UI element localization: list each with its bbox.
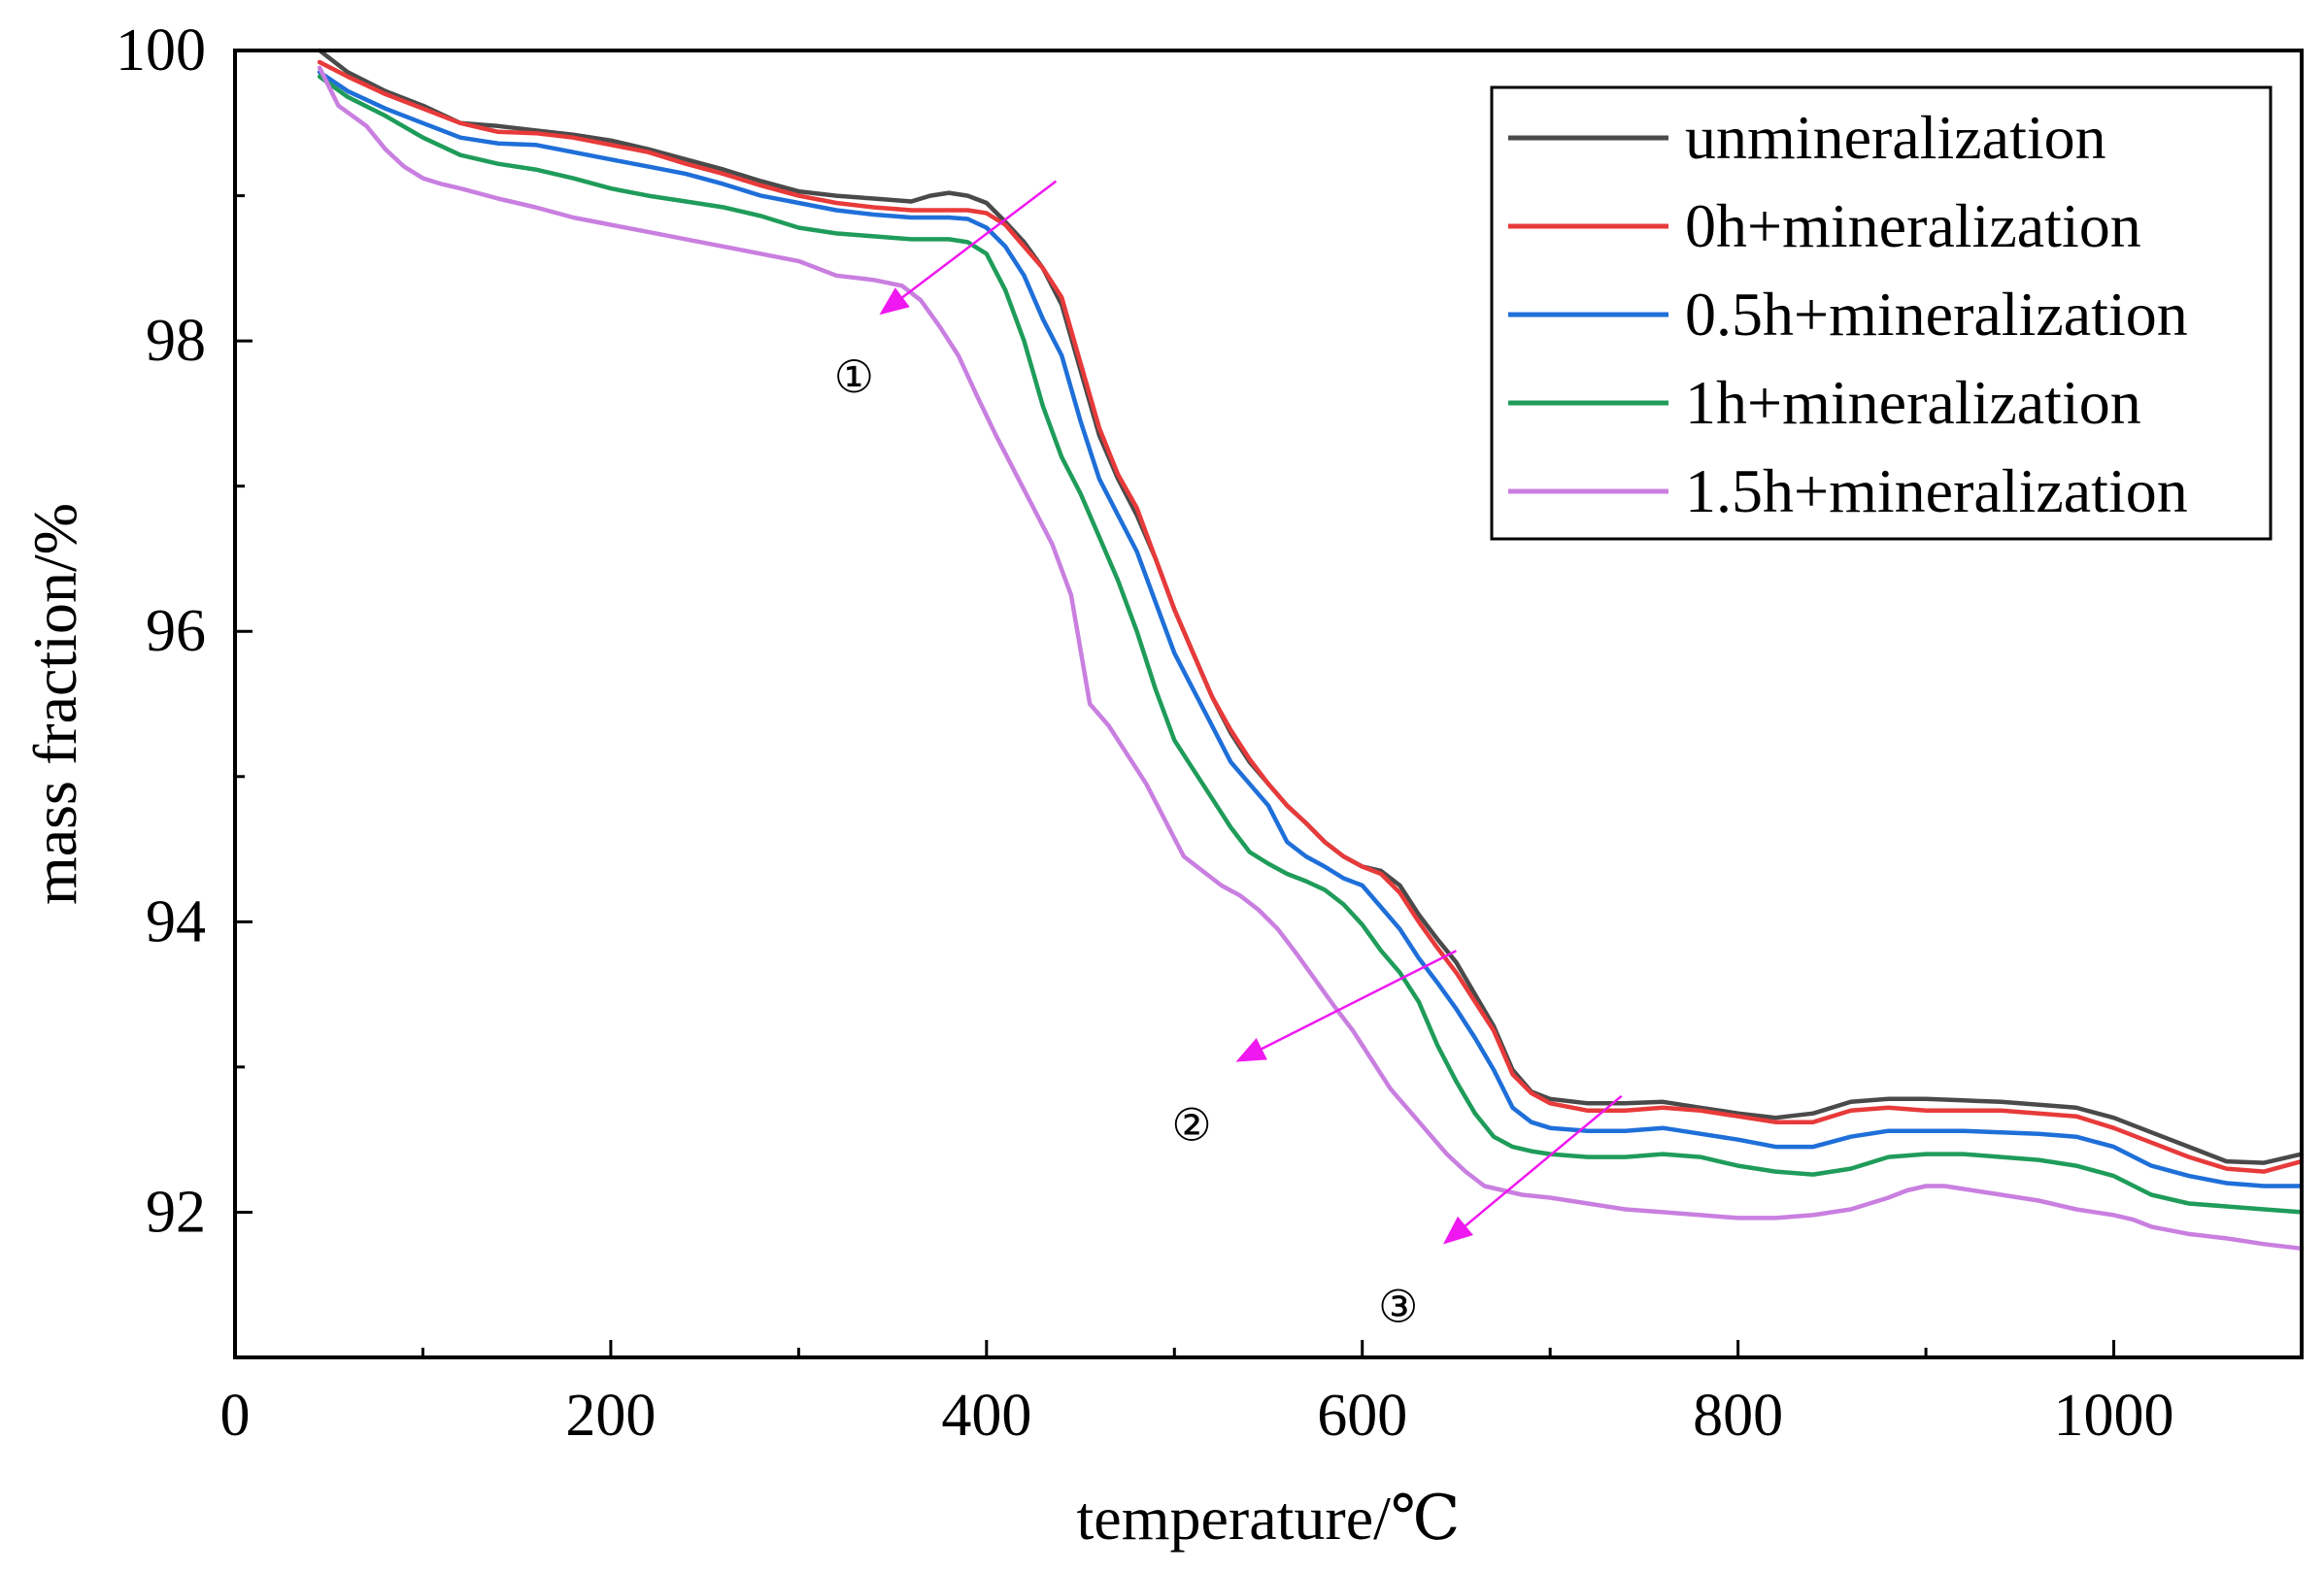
legend-label: 0.5h+mineralization: [1685, 280, 2188, 349]
x-tick-label: 400: [941, 1383, 1031, 1449]
series-line-2: [317, 70, 2305, 1188]
y-tick-label: 94: [146, 888, 206, 954]
y-axis-title: mass fraction/%: [20, 503, 89, 905]
x-tick-label: 200: [565, 1383, 656, 1449]
y-tick-label: 98: [146, 308, 206, 374]
series-line-1: [317, 59, 2305, 1174]
y-tick-label: 100: [116, 17, 206, 84]
annotation-layer: ① ② ③: [834, 180, 1623, 1331]
ticks-layer: 0 200 400 600 800 1000 92 94 96 98 100: [116, 17, 2174, 1449]
x-tick-label: 600: [1317, 1383, 1407, 1449]
annotation-marker: ②: [1171, 1100, 1211, 1150]
legend-label: 1.5h+mineralization: [1685, 456, 2188, 525]
x-tick-label: 800: [1693, 1383, 1783, 1449]
legend-label: 0h+mineralization: [1685, 191, 2141, 260]
annotation-arrow: [1442, 1094, 1623, 1245]
y-tick-label: 92: [146, 1179, 206, 1245]
x-axis-title: temperature/℃: [1077, 1484, 1461, 1553]
annotation-arrow: [1235, 950, 1458, 1062]
legend-label: 1h+mineralization: [1685, 368, 2141, 437]
plot-frame: [233, 49, 2304, 1359]
series-line-3: [317, 74, 2305, 1215]
legend-label: unmineralization: [1685, 103, 2106, 172]
x-tick-label: 1000: [2054, 1383, 2174, 1449]
annotation-marker: ③: [1378, 1282, 1418, 1331]
annotation-arrow: [879, 180, 1058, 316]
y-tick-label: 96: [146, 598, 206, 664]
legend: unmineralization 0h+mineralization 0.5h+mi…: [1490, 85, 2273, 541]
axes-layer: [233, 49, 2304, 1359]
series-layer: [317, 48, 2305, 1252]
x-tick-label: 0: [220, 1383, 251, 1449]
annotation-marker: ①: [834, 352, 874, 402]
series-line-4: [317, 65, 2305, 1252]
